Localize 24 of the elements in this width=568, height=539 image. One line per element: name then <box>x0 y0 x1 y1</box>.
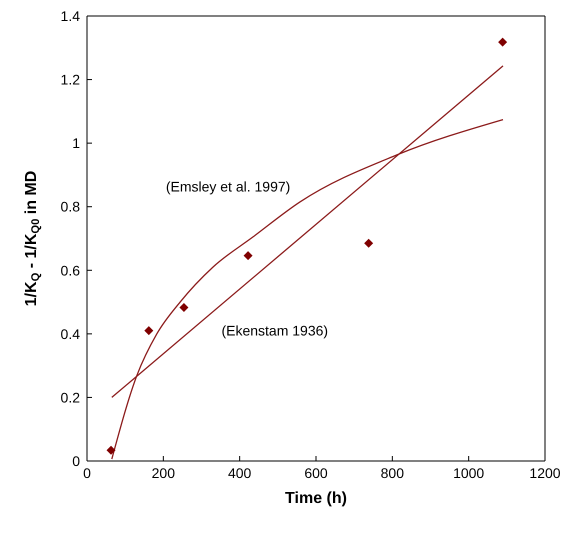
point <box>106 446 116 455</box>
y-tick-label: 1.4 <box>60 8 80 24</box>
x-tick-label: 200 <box>152 464 176 481</box>
y-tick-label: 0 <box>72 452 80 469</box>
x-tick-label: 400 <box>228 464 252 481</box>
y-tick-label: 0.4 <box>60 326 80 342</box>
point <box>498 38 508 47</box>
y-tick-label: 0.2 <box>60 389 80 406</box>
annotation: (Ekenstam 1936) <box>221 322 328 339</box>
y-tick-label: 1.2 <box>60 72 80 88</box>
x-tick-label: 800 <box>380 464 404 481</box>
point <box>144 326 154 336</box>
annotation: (Emsley et al. 1997) <box>166 178 290 194</box>
x-axis-title: Time (h) <box>285 490 347 507</box>
x-tick-label: 0 <box>83 464 92 481</box>
x-tick-label: 600 <box>304 464 328 481</box>
x-tick-label: 1200 <box>529 464 561 481</box>
y-tick-label: 1 <box>72 135 80 152</box>
x-tick-label: 1000 <box>453 464 484 481</box>
point <box>364 238 374 248</box>
point <box>244 251 253 260</box>
y-tick-label: 0.8 <box>60 198 80 215</box>
y-tick-label: 0.6 <box>60 262 80 278</box>
point <box>179 302 188 312</box>
